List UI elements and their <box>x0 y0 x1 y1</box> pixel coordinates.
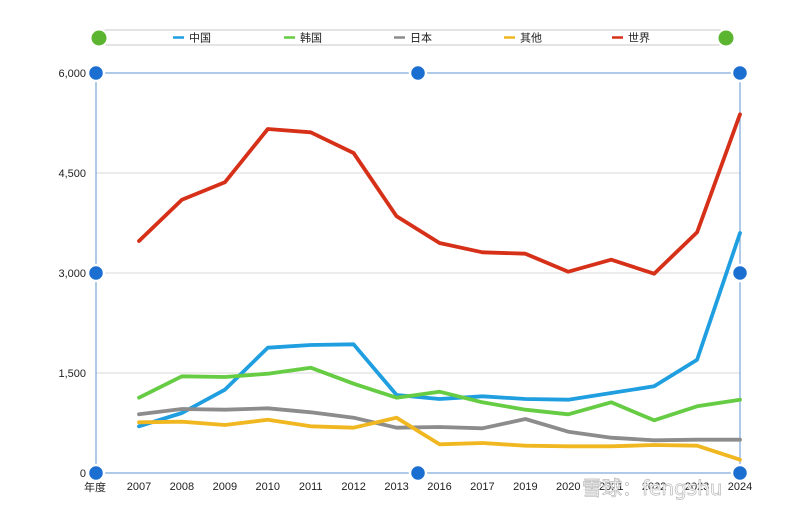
x-tick-label: 2011 <box>299 481 323 493</box>
x-tick-label: 2020 <box>556 481 580 493</box>
y-tick-label: 6,000 <box>58 68 86 80</box>
x-tick-label: 2013 <box>384 481 408 493</box>
legend: 中国 韩国 日本 其他 世界 <box>89 28 736 48</box>
y-tick-label: 3,000 <box>58 268 86 280</box>
x-tick-label: 2017 <box>470 481 494 493</box>
resize-handle[interactable] <box>730 463 750 483</box>
series-line-0 <box>137 231 742 429</box>
x-tick-label: 2023 <box>685 481 709 493</box>
series-line-3 <box>137 415 742 462</box>
resize-handle[interactable] <box>408 463 428 483</box>
legend-label: 世界 <box>628 32 650 45</box>
x-tick-label: 2022 <box>642 481 666 493</box>
x-tick-label: 2007 <box>127 481 151 493</box>
grid <box>95 72 741 474</box>
legend-label: 韩国 <box>300 31 322 45</box>
x-tick-label: 2012 <box>341 481 365 493</box>
x-tick-label: 2016 <box>427 481 451 493</box>
series-line-1 <box>137 365 742 423</box>
resize-handle[interactable] <box>86 263 106 283</box>
legend-handle[interactable] <box>89 28 109 48</box>
series-lines <box>137 112 742 462</box>
resize-handle[interactable] <box>86 463 106 483</box>
legend-label: 中国 <box>189 32 211 45</box>
series-line-4 <box>137 112 742 276</box>
x-tick-label: 2024 <box>728 481 752 493</box>
y-tick-label: 4,500 <box>58 168 86 180</box>
resize-handle[interactable] <box>730 63 750 83</box>
x-tick-label: 2021 <box>599 481 623 493</box>
x-tick-label: 2009 <box>213 481 237 493</box>
series-line-2 <box>137 406 742 443</box>
y-tick-label: 1,500 <box>58 368 86 380</box>
x-tick-label: 2019 <box>513 481 537 493</box>
resize-handle[interactable] <box>408 63 428 83</box>
selection-handles[interactable] <box>86 63 750 483</box>
x-tick-label: 2010 <box>256 481 280 493</box>
legend-label: 其他 <box>520 32 542 45</box>
x-axis-label: 年度 <box>84 480 106 494</box>
legend-handle[interactable] <box>716 28 736 48</box>
legend-label: 日本 <box>410 31 432 45</box>
resize-handle[interactable] <box>730 263 750 283</box>
axes: 0 1,500 3,000 4,500 6,000 2007 2008 2009 2010 201… <box>58 68 752 493</box>
y-tick-label: 0 <box>80 468 86 480</box>
x-tick-label: 2008 <box>170 481 194 493</box>
watermark: 雪球：fengshu <box>582 476 723 500</box>
resize-handle[interactable] <box>86 63 106 83</box>
